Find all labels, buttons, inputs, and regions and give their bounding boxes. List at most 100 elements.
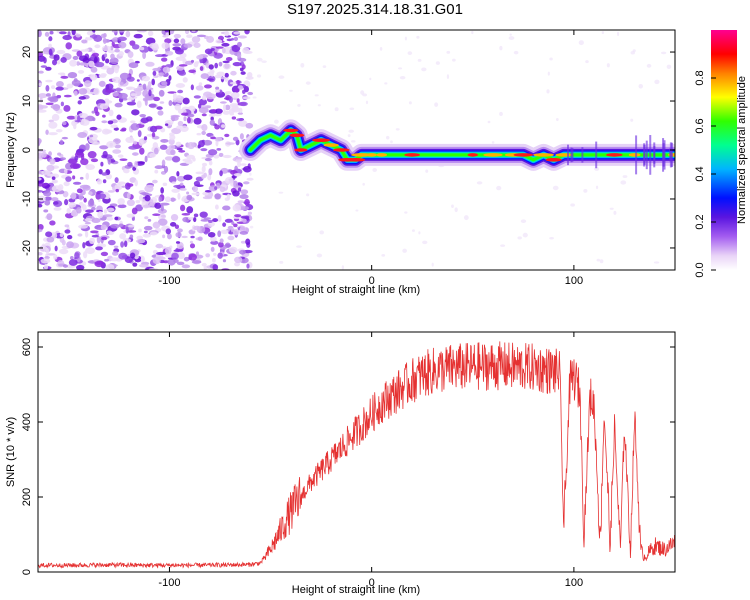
noise-speckle	[38, 252, 43, 256]
noise-speckle	[243, 181, 250, 185]
faint-speckle	[386, 135, 390, 140]
snr-ytick-label: 200	[21, 488, 33, 506]
noise-speckle	[158, 72, 165, 77]
noise-speckle	[49, 30, 54, 35]
faint-speckle	[546, 89, 550, 94]
noise-speckle	[126, 86, 133, 90]
noise-speckle	[99, 103, 109, 110]
noise-speckle	[110, 45, 114, 51]
noise-speckle	[239, 206, 250, 211]
faint-speckle	[517, 236, 522, 240]
noise-speckle	[57, 72, 66, 76]
noise-speckle	[218, 152, 224, 157]
noise-speckle	[69, 256, 74, 260]
noise-speckle	[230, 70, 237, 76]
noise-speckle	[138, 263, 149, 268]
noise-speckle	[177, 89, 184, 94]
faint-speckle	[613, 210, 617, 215]
noise-speckle	[83, 197, 87, 203]
noise-speckle	[154, 165, 164, 170]
faint-speckle	[418, 231, 421, 235]
faint-speckle	[422, 240, 428, 245]
faint-speckle	[365, 100, 369, 105]
noise-speckle	[142, 89, 149, 98]
noise-speckle	[231, 91, 240, 99]
faint-speckle	[289, 89, 293, 92]
noise-speckle	[69, 59, 78, 67]
noise-speckle	[177, 252, 185, 260]
noise-speckle	[76, 50, 83, 57]
noise-speckle	[193, 42, 201, 48]
noise-speckle	[183, 116, 187, 122]
noise-speckle	[210, 70, 214, 77]
noise-speckle	[102, 179, 107, 184]
noise-speckle	[187, 142, 195, 150]
noise-speckle	[179, 187, 187, 191]
noise-speckle	[233, 180, 239, 188]
noise-speckle	[242, 96, 251, 100]
noise-speckle	[174, 48, 184, 55]
noise-speckle	[60, 57, 67, 63]
noise-speckle	[239, 133, 244, 140]
noise-speckle	[105, 58, 110, 64]
noise-speckle	[181, 264, 191, 269]
noise-speckle	[186, 113, 195, 118]
faint-speckle	[351, 140, 356, 143]
noise-speckle	[136, 239, 146, 244]
noise-speckle	[149, 199, 154, 205]
noise-speckle	[147, 30, 154, 37]
noise-speckle	[214, 137, 223, 142]
noise-speckle	[91, 110, 96, 114]
noise-speckle	[198, 98, 208, 106]
faint-speckle	[476, 181, 483, 185]
noise-speckle	[62, 264, 68, 268]
faint-speckle	[279, 260, 284, 264]
noise-speckle	[186, 116, 191, 124]
noise-speckle	[106, 140, 117, 148]
noise-speckle	[87, 191, 93, 196]
noise-speckle	[118, 223, 124, 228]
noise-speckle	[236, 118, 244, 122]
colorbar-tick-label: 0.4	[694, 166, 706, 181]
noise-speckle	[148, 42, 159, 49]
noise-speckle	[91, 234, 99, 238]
faint-speckle	[348, 129, 355, 133]
noise-speckle	[178, 70, 187, 76]
noise-speckle	[191, 260, 202, 264]
noise-speckle	[199, 211, 208, 218]
noise-speckle	[49, 220, 56, 226]
noise-speckle	[114, 102, 123, 108]
noise-speckle	[224, 30, 230, 37]
noise-speckle	[106, 230, 113, 235]
faint-speckle	[256, 74, 262, 78]
faint-speckle	[314, 94, 319, 97]
noise-speckle	[121, 185, 126, 188]
faint-speckle	[316, 253, 323, 258]
noise-speckle	[126, 183, 134, 187]
faint-speckle	[654, 79, 660, 85]
noise-speckle	[239, 249, 246, 255]
noise-speckle	[157, 110, 164, 116]
noise-speckle	[65, 176, 72, 182]
noise-speckle	[224, 72, 229, 78]
noise-speckle	[234, 256, 243, 264]
noise-speckle	[125, 226, 129, 234]
noise-speckle	[105, 263, 115, 270]
noise-speckle	[233, 173, 242, 177]
noise-speckle	[240, 71, 246, 75]
faint-speckle	[508, 36, 515, 40]
noise-speckle	[148, 89, 152, 97]
noise-speckle	[223, 104, 227, 112]
noise-speckle	[109, 57, 119, 65]
noise-speckle	[238, 119, 248, 127]
noise-speckle	[52, 104, 61, 111]
snr-frame	[37, 331, 676, 573]
noise-speckle	[159, 101, 165, 104]
noise-speckle	[227, 235, 235, 241]
noise-speckle	[146, 184, 155, 188]
noise-speckle	[165, 32, 169, 38]
noise-speckle	[160, 204, 164, 212]
noise-speckle	[203, 84, 212, 89]
noise-speckle	[117, 198, 125, 205]
